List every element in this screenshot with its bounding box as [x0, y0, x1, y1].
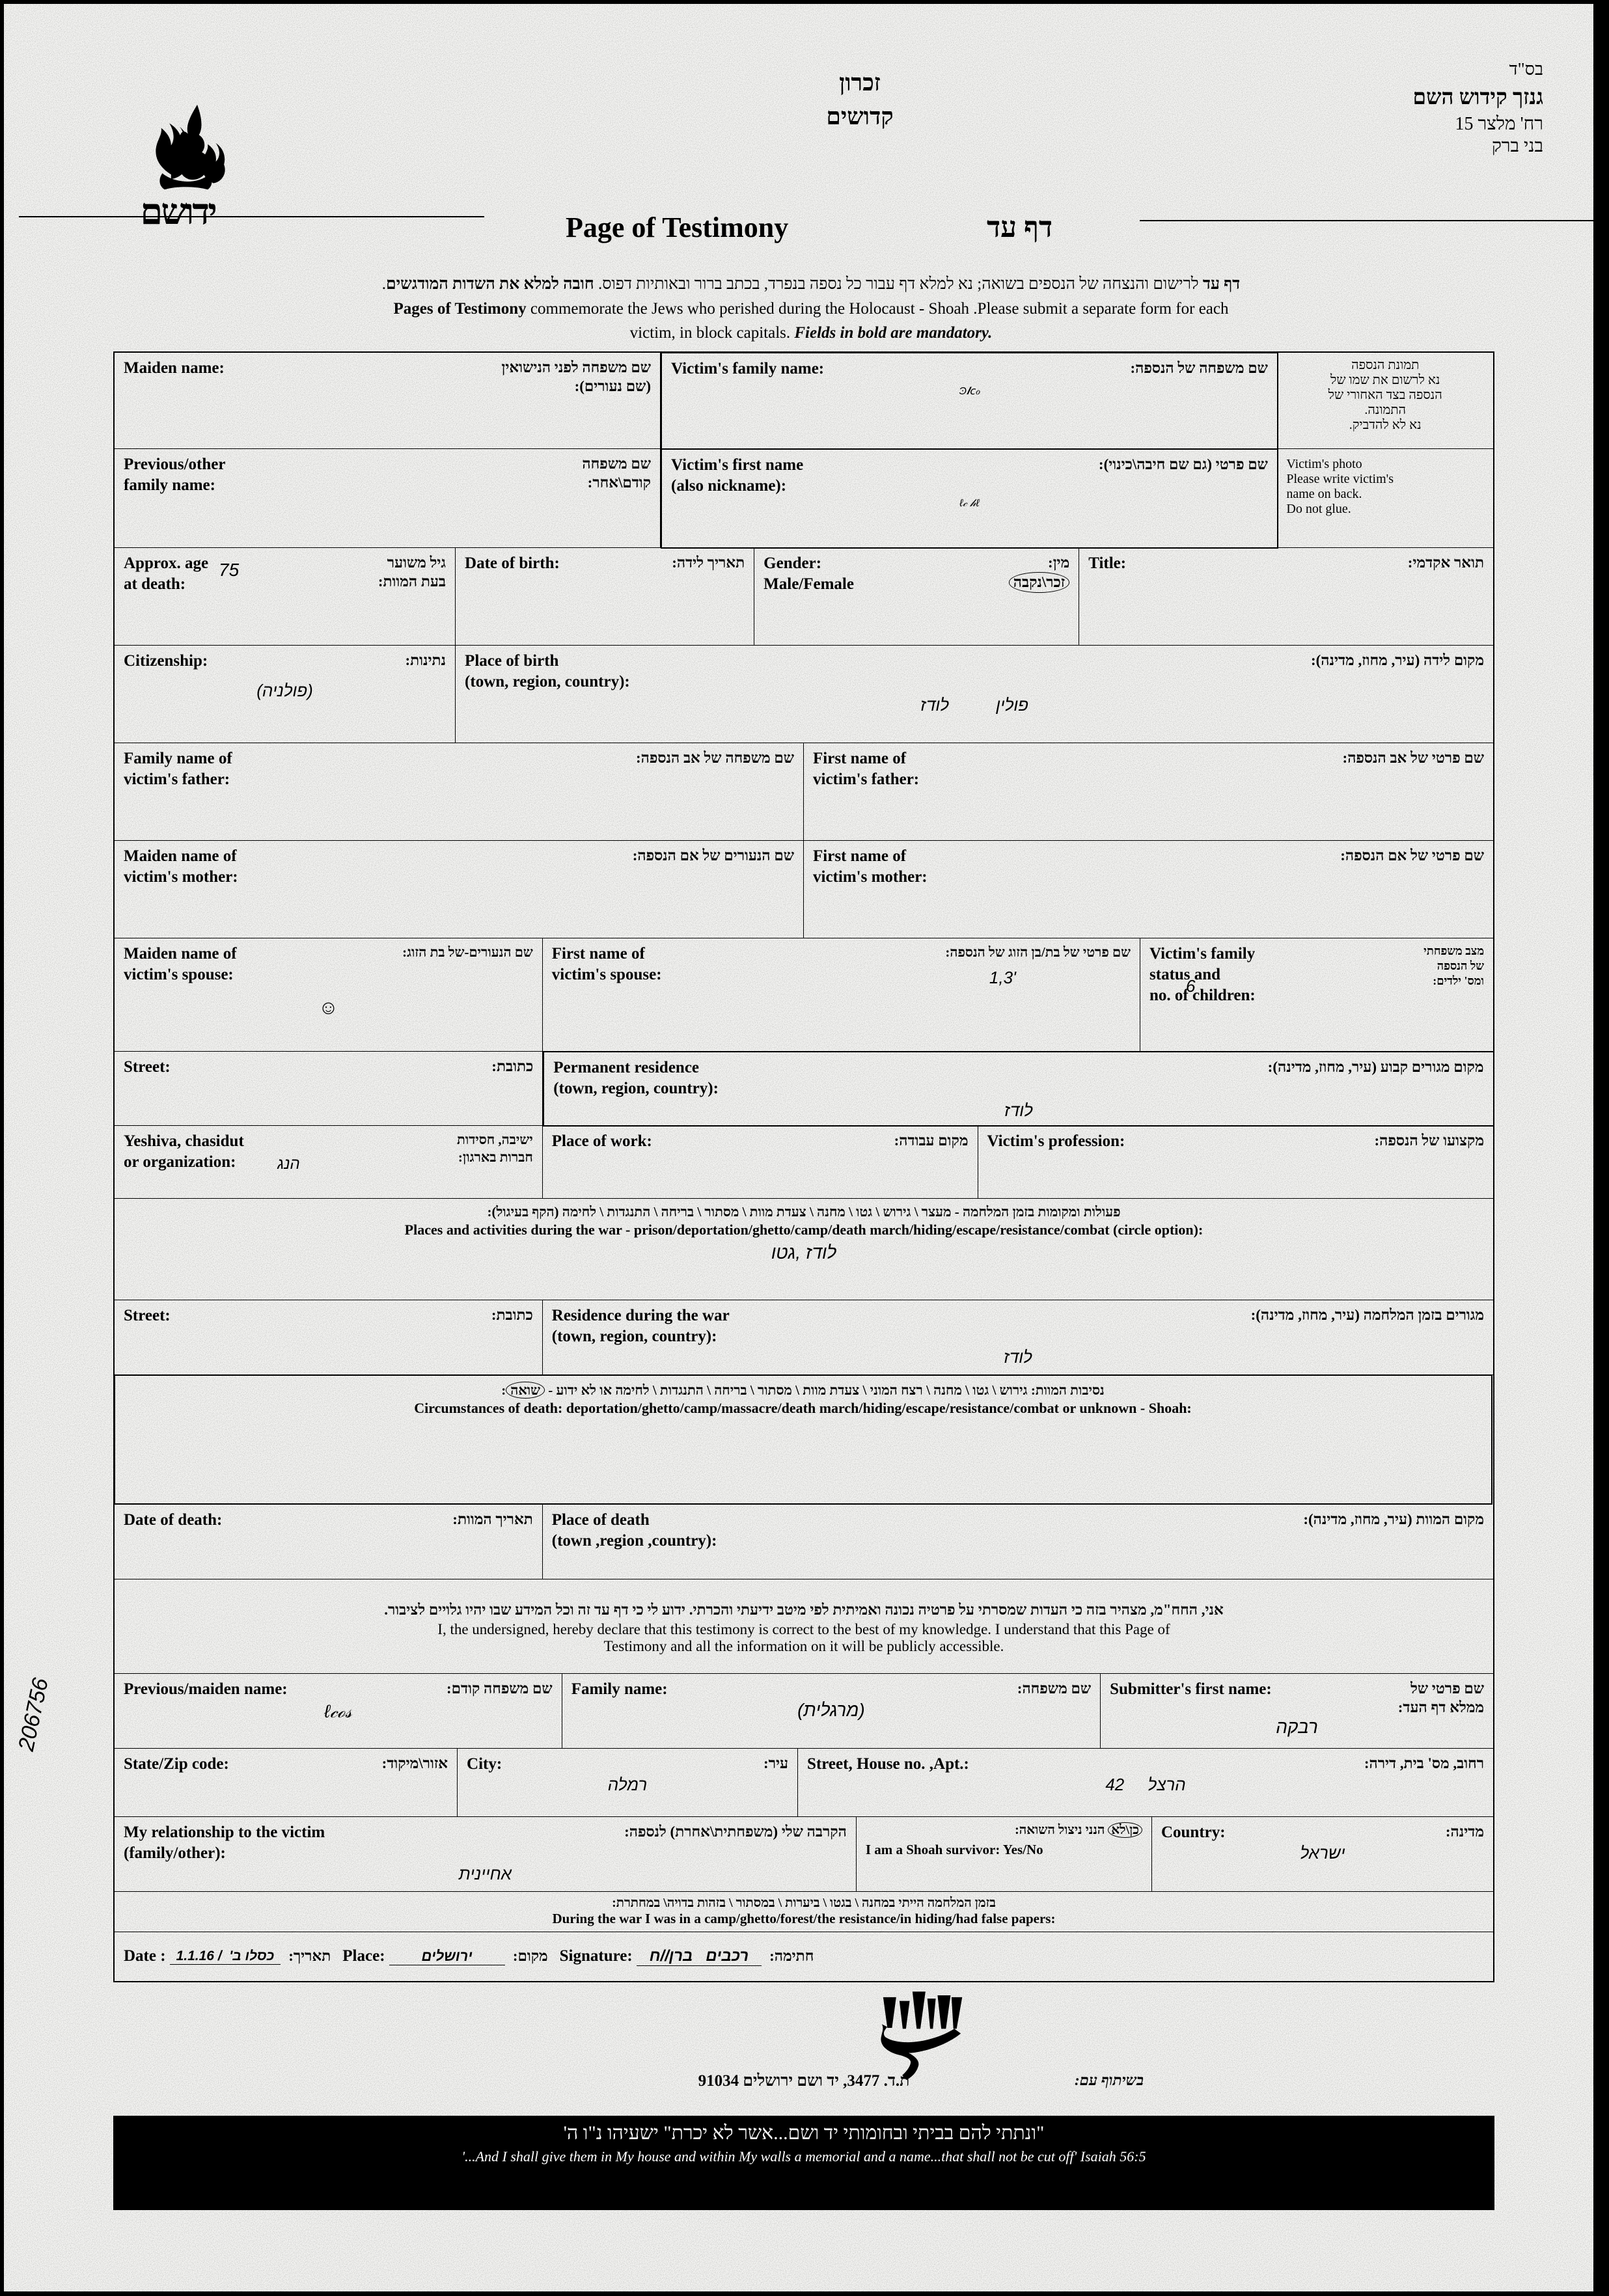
- svg-text:ידושם: ידושם: [141, 192, 216, 232]
